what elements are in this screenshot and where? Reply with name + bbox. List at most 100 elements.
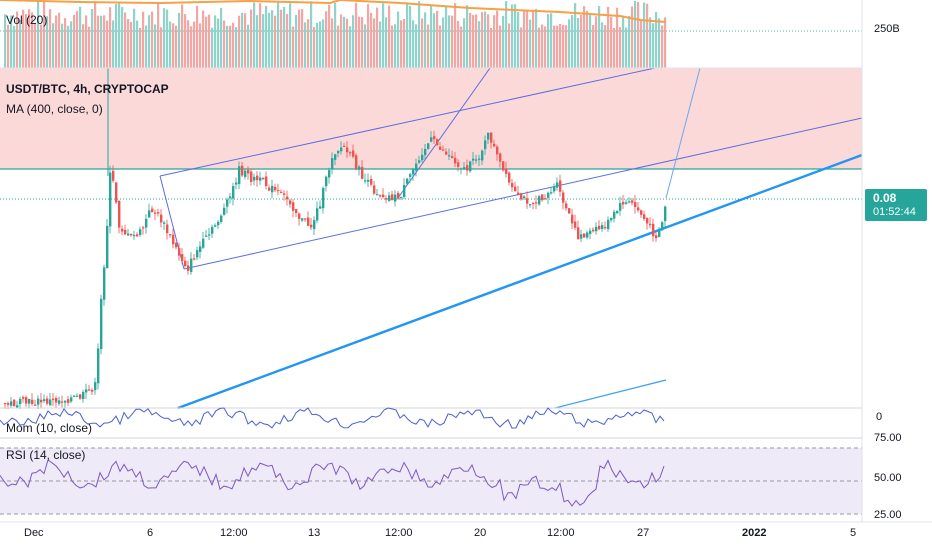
volume-bar — [424, 12, 427, 68]
candle — [343, 145, 346, 148]
candle — [610, 217, 613, 221]
candle — [607, 219, 610, 230]
volume-bar — [97, 15, 100, 69]
candle — [274, 187, 277, 191]
volume-bar — [40, 24, 43, 68]
volume-bar — [559, 23, 562, 68]
volume-bar — [175, 25, 178, 68]
candle — [472, 158, 475, 161]
candle — [232, 186, 235, 199]
candle — [34, 404, 37, 406]
volume-bar — [412, 20, 415, 69]
candle — [589, 230, 592, 235]
candle — [541, 194, 544, 201]
volume-bar — [382, 3, 385, 69]
volume-bar — [448, 15, 451, 68]
momentum-pane — [0, 407, 862, 429]
candle — [463, 167, 466, 169]
volume-bar — [319, 21, 322, 69]
candle — [133, 234, 136, 237]
volume-bar — [76, 11, 79, 68]
candle — [421, 154, 424, 161]
candle — [136, 234, 139, 237]
candle — [310, 224, 313, 228]
candle — [553, 186, 556, 192]
volume-bar — [187, 20, 190, 68]
volume-bar — [418, 1, 421, 69]
volume-bar — [355, 2, 358, 68]
candle — [4, 402, 7, 405]
volume-bar — [22, 9, 25, 68]
volume-axis-label: 250B — [874, 23, 900, 35]
volume-bar — [277, 0, 280, 69]
candle — [112, 170, 115, 181]
volume-bar — [580, 14, 583, 68]
momentum-line — [0, 407, 665, 429]
candle — [466, 165, 469, 171]
volume-bar — [13, 25, 16, 68]
volume-bar — [346, 18, 349, 68]
candle — [457, 162, 460, 167]
candle — [391, 194, 394, 201]
candle — [664, 206, 667, 222]
volume-bar — [361, 17, 364, 68]
volume-bar — [535, 8, 538, 68]
candle — [403, 185, 406, 197]
volume-bar — [154, 24, 157, 68]
candle — [652, 223, 655, 237]
candle — [538, 196, 541, 205]
candle — [604, 227, 607, 229]
volume-bar — [160, 27, 163, 68]
candle — [484, 140, 487, 150]
volume-bar — [475, 14, 478, 68]
symbol-legend: USDT/BTC, 4h, CRYPTOCAP — [6, 82, 169, 96]
candle — [655, 235, 658, 239]
candle — [571, 214, 574, 224]
candle — [622, 201, 625, 205]
volume-bar — [427, 24, 430, 68]
volume-bar — [208, 14, 211, 68]
volume-bar — [577, 17, 580, 69]
volume-bar — [331, 18, 334, 68]
volume-bar — [100, 15, 103, 68]
volume-bar — [616, 7, 619, 68]
candle — [436, 139, 439, 145]
candle — [337, 151, 340, 154]
candle — [280, 191, 283, 194]
x-tick-label: 20 — [474, 527, 487, 539]
candle — [106, 225, 109, 269]
volume-bar — [523, 10, 526, 69]
volume-bar — [121, 7, 124, 69]
price-pane — [0, 67, 863, 410]
candle — [217, 221, 220, 226]
x-tick-label: 13 — [308, 527, 321, 539]
volume-bar — [214, 15, 217, 69]
volume-bar — [67, 25, 70, 68]
volume-bar — [205, 16, 208, 69]
volume-bar — [466, 5, 469, 69]
volume-bar — [229, 25, 232, 68]
candle — [331, 158, 334, 170]
volume-bar — [379, 21, 382, 69]
volume-bar — [451, 15, 454, 68]
candle — [499, 153, 502, 162]
x-tick-label: 12:00 — [385, 527, 413, 539]
candle — [550, 192, 553, 194]
volume-bar — [400, 20, 403, 69]
candle — [346, 147, 349, 153]
candle — [469, 161, 472, 172]
volume-bar — [541, 24, 544, 69]
candle — [586, 232, 589, 238]
volume-bar — [595, 16, 598, 68]
candle — [184, 260, 187, 267]
momentum-legend: Mom (10, close) — [6, 421, 93, 435]
ma-legend: MA (400, close, 0) — [6, 102, 103, 116]
candle — [316, 208, 319, 221]
volume-bar — [169, 21, 172, 68]
volume-bar — [340, 14, 343, 68]
volume-bar — [553, 25, 556, 68]
volume-bar — [490, 27, 493, 68]
candle — [25, 397, 28, 404]
candle — [319, 206, 322, 209]
